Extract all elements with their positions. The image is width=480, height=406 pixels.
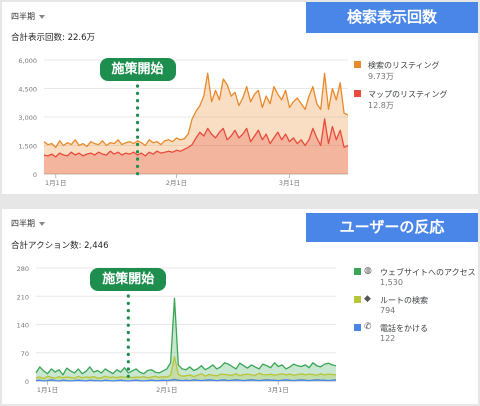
y-tick-label: 6,000: [18, 57, 37, 65]
series-area: [44, 73, 348, 174]
series-line: [35, 297, 337, 376]
legend-swatch: [354, 61, 361, 68]
globe-icon: ◍: [364, 266, 372, 276]
series-line: [35, 356, 337, 380]
x-tick-label: 1月1日: [45, 179, 66, 187]
legend-value: 794: [380, 306, 396, 315]
legend-swatch: [354, 90, 361, 97]
legend-label: ルートの検索: [380, 296, 428, 305]
y-tick-label: 0: [33, 171, 37, 179]
actions-chart: 0 70 140 210 280 1月1日 2月1日 3月1日: [17, 265, 337, 394]
series-area: [36, 298, 336, 381]
section-banner: ユーザーの反応: [306, 213, 478, 242]
series-area: [44, 118, 348, 174]
legend-value: 122: [380, 334, 396, 343]
start-marker-label: 施策開始: [99, 58, 176, 81]
y-tick-label: 280: [17, 265, 29, 273]
phone-icon: ✆: [364, 322, 372, 332]
legend-swatch: [354, 324, 361, 331]
period-selector[interactable]: 四半期: [11, 218, 45, 229]
y-tick-label: 70: [21, 350, 29, 358]
dropdown-caret-icon: [39, 14, 45, 19]
series-area: [36, 356, 336, 381]
impressions-panel: 四半期 合計表示回数: 22.6万 検索表示回数 0 1,500 3,000 4,50…: [2, 2, 478, 194]
legend-label: マップのリスティング: [368, 90, 448, 99]
start-marker-label: 施策開始: [90, 268, 167, 291]
legend-label: 電話をかける: [380, 324, 428, 333]
impressions-chart: 0 1,500 3,000 4,500 6,000 1月1日 2月1日 3月1日: [18, 57, 349, 187]
total-impressions: 合計表示回数: 22.6万: [11, 33, 95, 43]
x-tick-label: 2月1日: [166, 179, 187, 187]
x-tick-label: 2月1日: [156, 386, 177, 394]
legend-value: 12.8万: [368, 101, 394, 110]
series-line: [35, 378, 337, 382]
y-tick-label: 1,500: [18, 143, 37, 151]
legend-label: 検索のリスティング: [368, 61, 440, 70]
period-label: 四半期: [11, 12, 35, 21]
section-banner: 検索表示回数: [306, 2, 478, 33]
legend-swatch: [354, 296, 361, 303]
legend-label: ウェブサイトへのアクセス: [380, 268, 476, 277]
period-selector[interactable]: 四半期: [11, 11, 45, 22]
actions-panel: 四半期 合計アクション数: 2,446 ユーザーの反応 0 70 140 210 280…: [2, 209, 478, 404]
legend-value: 9.73万: [368, 72, 394, 81]
total-actions: 合計アクション数: 2,446: [11, 241, 109, 251]
period-label: 四半期: [11, 219, 35, 228]
x-tick-label: 3月1日: [279, 179, 300, 187]
y-tick-label: 3,000: [18, 114, 37, 122]
x-tick-label: 1月1日: [37, 386, 58, 394]
directions-icon: ◆: [364, 294, 371, 304]
y-tick-label: 0: [25, 378, 29, 386]
x-tick-label: 3月1日: [268, 386, 289, 394]
y-tick-label: 4,500: [18, 86, 37, 94]
dropdown-caret-icon: [39, 221, 45, 226]
series-line: [43, 72, 349, 149]
y-tick-label: 210: [17, 293, 29, 301]
y-tick-label: 140: [17, 322, 29, 330]
legend-value: 1,530: [380, 278, 403, 287]
series-line: [43, 118, 349, 158]
legend-swatch: [354, 268, 361, 275]
